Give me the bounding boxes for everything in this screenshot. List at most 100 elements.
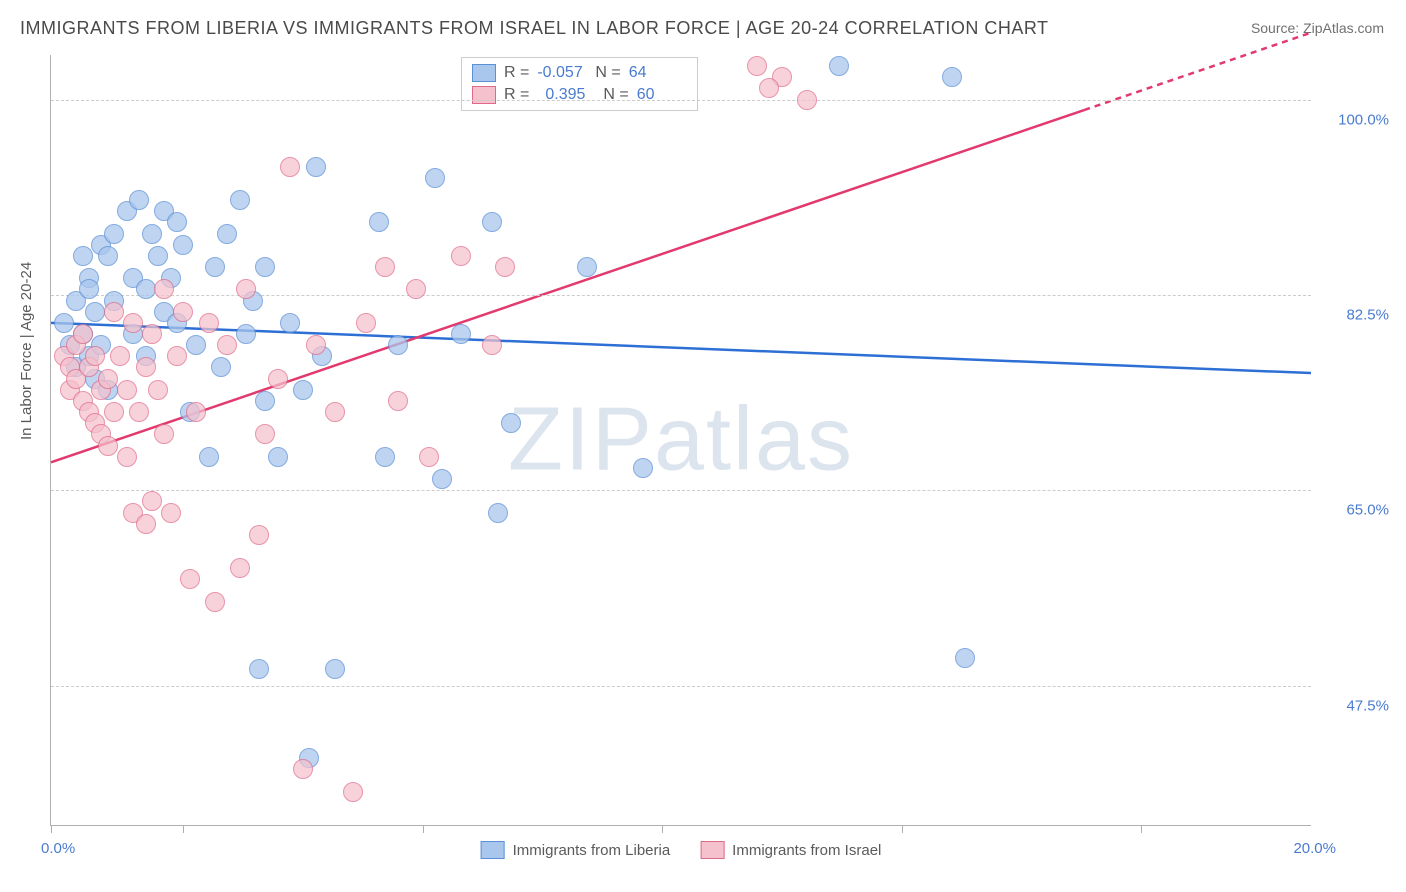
legend-row: R = 0.395 N = 60 — [472, 84, 687, 106]
legend-r-value: 0.395 — [537, 84, 595, 106]
data-point — [117, 447, 137, 467]
data-point — [136, 279, 156, 299]
data-point — [495, 257, 515, 277]
data-point — [205, 592, 225, 612]
data-point — [375, 257, 395, 277]
data-point — [293, 380, 313, 400]
data-point — [154, 279, 174, 299]
data-point — [54, 313, 74, 333]
data-point — [942, 67, 962, 87]
data-point — [747, 56, 767, 76]
data-point — [136, 357, 156, 377]
data-point — [451, 246, 471, 266]
data-point — [236, 324, 256, 344]
data-point — [142, 491, 162, 511]
legend-item: Immigrants from Liberia — [481, 841, 671, 859]
y-tick-label: 82.5% — [1346, 306, 1389, 323]
legend-swatch — [700, 841, 724, 859]
data-point — [633, 458, 653, 478]
data-point — [98, 246, 118, 266]
trend-lines-svg — [51, 55, 1311, 825]
data-point — [249, 525, 269, 545]
x-tick — [423, 825, 424, 833]
data-point — [375, 447, 395, 467]
data-point — [98, 369, 118, 389]
chart-title: IMMIGRANTS FROM LIBERIA VS IMMIGRANTS FR… — [20, 18, 1049, 39]
data-point — [230, 190, 250, 210]
data-point — [85, 346, 105, 366]
legend-row: R = -0.057 N = 64 — [472, 62, 687, 84]
data-point — [236, 279, 256, 299]
data-point — [199, 313, 219, 333]
data-point — [293, 759, 313, 779]
data-point — [123, 313, 143, 333]
data-point — [142, 324, 162, 344]
data-point — [186, 402, 206, 422]
gridline — [51, 490, 1311, 491]
data-point — [104, 224, 124, 244]
data-point — [759, 78, 779, 98]
data-point — [829, 56, 849, 76]
data-point — [173, 235, 193, 255]
legend-label: Immigrants from Israel — [732, 842, 881, 859]
data-point — [129, 402, 149, 422]
data-point — [488, 503, 508, 523]
data-point — [388, 391, 408, 411]
legend-n-label: N = — [593, 62, 622, 84]
data-point — [451, 324, 471, 344]
data-point — [117, 380, 137, 400]
data-point — [255, 257, 275, 277]
data-point — [148, 380, 168, 400]
data-point — [388, 335, 408, 355]
data-point — [110, 346, 130, 366]
legend-label: Immigrants from Liberia — [513, 842, 671, 859]
data-point — [419, 447, 439, 467]
bottom-legend: Immigrants from Liberia Immigrants from I… — [481, 841, 882, 859]
data-point — [180, 569, 200, 589]
legend-swatch-liberia — [472, 64, 496, 82]
data-point — [797, 90, 817, 110]
x-axis-max-label: 20.0% — [1293, 840, 1336, 857]
data-point — [161, 503, 181, 523]
data-point — [255, 424, 275, 444]
x-tick — [1141, 825, 1142, 833]
data-point — [325, 659, 345, 679]
data-point — [280, 157, 300, 177]
data-point — [85, 302, 105, 322]
data-point — [73, 246, 93, 266]
data-point — [306, 157, 326, 177]
data-point — [104, 302, 124, 322]
data-point — [211, 357, 231, 377]
data-point — [306, 335, 326, 355]
data-point — [167, 346, 187, 366]
data-point — [199, 447, 219, 467]
data-point — [129, 190, 149, 210]
data-point — [325, 402, 345, 422]
data-point — [268, 369, 288, 389]
legend-n-label: N = — [601, 84, 630, 106]
data-point — [249, 659, 269, 679]
data-point — [369, 212, 389, 232]
data-point — [255, 391, 275, 411]
data-point — [167, 212, 187, 232]
x-tick — [902, 825, 903, 833]
data-point — [73, 324, 93, 344]
x-tick — [183, 825, 184, 833]
source-label: Source: ZipAtlas.com — [1251, 20, 1384, 36]
legend-n-value: 64 — [629, 62, 679, 84]
data-point — [104, 402, 124, 422]
data-point — [217, 224, 237, 244]
y-axis-label: In Labor Force | Age 20-24 — [18, 262, 35, 440]
gridline — [51, 100, 1311, 101]
x-axis-min-label: 0.0% — [41, 840, 75, 857]
legend-r-value: -0.057 — [537, 62, 587, 84]
plot-area: ZIPatlas R = -0.057 N = 64 R = 0.395 N =… — [50, 55, 1311, 826]
data-point — [217, 335, 237, 355]
data-point — [173, 302, 193, 322]
data-point — [432, 469, 452, 489]
data-point — [501, 413, 521, 433]
data-point — [79, 279, 99, 299]
data-point — [154, 424, 174, 444]
legend-n-value: 60 — [637, 84, 687, 106]
data-point — [955, 648, 975, 668]
